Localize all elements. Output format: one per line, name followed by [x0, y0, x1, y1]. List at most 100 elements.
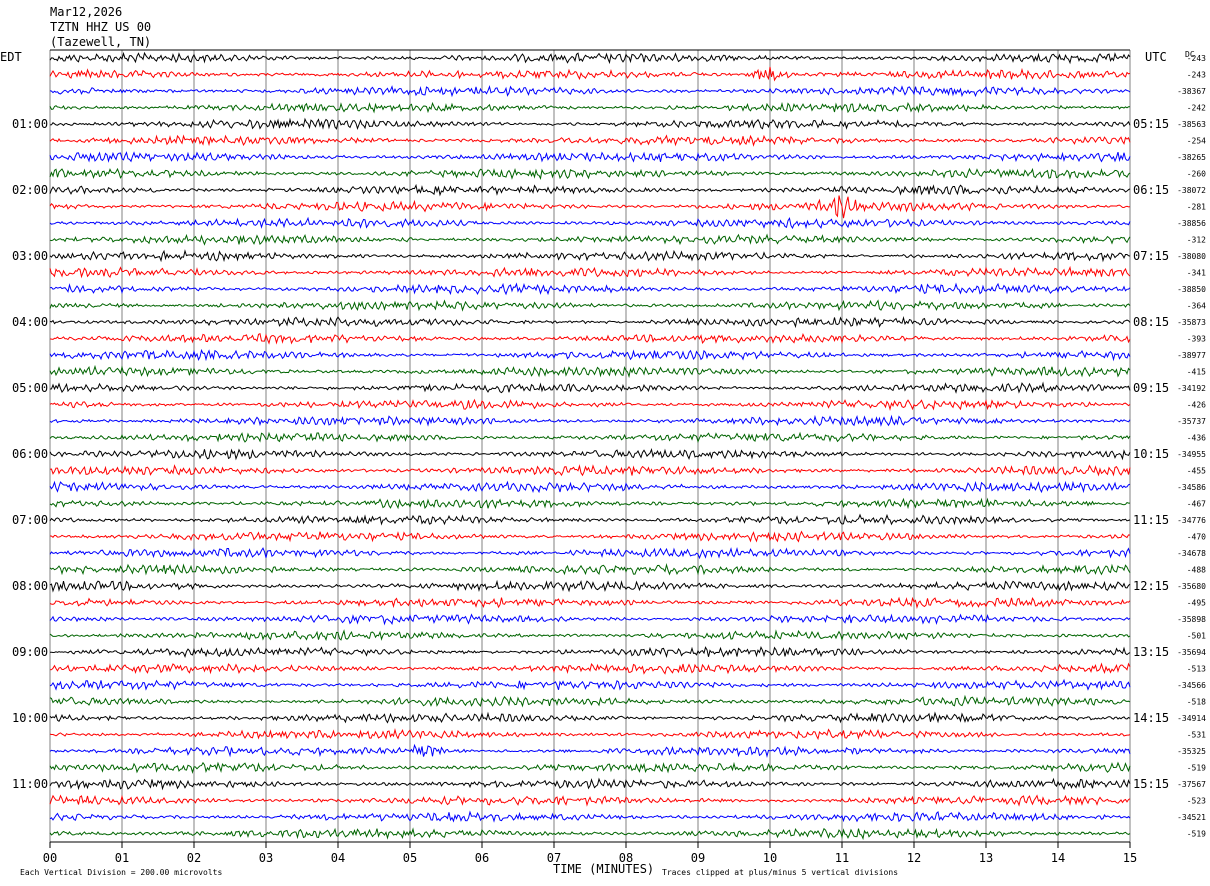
- left-timezone-label: EDT: [0, 50, 22, 64]
- trace-line-37: [49, 662, 1131, 675]
- trace-line-20: [49, 381, 1131, 394]
- x-tick-label-3: 03: [259, 851, 273, 865]
- dc-offset-label-3: -242: [1187, 104, 1206, 113]
- dc-offset-label-7: -260: [1187, 170, 1206, 179]
- trace-line-4: [49, 117, 1131, 130]
- trace-line-9: [49, 195, 1131, 219]
- dc-offset-label-24: -34955: [1177, 450, 1206, 459]
- dc-offset-label-25: -455: [1187, 467, 1206, 476]
- trace-line-21: [49, 398, 1131, 412]
- dc-offset-label-34: -35898: [1177, 615, 1206, 624]
- dc-offset-label-22: -35737: [1177, 417, 1206, 426]
- trace-line-8: [49, 183, 1131, 197]
- trace-group: [49, 51, 1131, 841]
- scale-note: Each Vertical Division = 200.00 microvol…: [20, 868, 222, 877]
- right-hour-label-4: 09:15: [1133, 381, 1169, 395]
- trace-line-10: [49, 216, 1131, 230]
- trace-line-34: [49, 613, 1131, 626]
- dc-offset-label-33: -495: [1187, 599, 1206, 608]
- x-tick-label-12: 12: [907, 851, 921, 865]
- right-hour-label-10: 15:15: [1133, 777, 1169, 791]
- dc-offset-label-19: -415: [1187, 368, 1206, 377]
- trace-line-31: [49, 563, 1131, 576]
- right-hour-label-5: 10:15: [1133, 447, 1169, 461]
- dc-offset-label-42: -35325: [1177, 747, 1206, 756]
- right-hour-label-9: 14:15: [1133, 711, 1169, 725]
- dc-offset-label-32: -35680: [1177, 582, 1206, 591]
- x-tick-label-7: 07: [547, 851, 561, 865]
- dc-offset-label-12: -38080: [1177, 252, 1206, 261]
- trace-line-12: [49, 249, 1131, 263]
- dc-offset-label-36: -35694: [1177, 648, 1206, 657]
- trace-line-39: [49, 694, 1131, 708]
- right-hour-label-8: 13:15: [1133, 645, 1169, 659]
- trace-line-46: [49, 810, 1131, 823]
- trace-line-14: [49, 282, 1131, 296]
- x-tick-label-11: 11: [835, 851, 849, 865]
- dc-offset-label-26: -34586: [1177, 483, 1206, 492]
- left-hour-label-7: 08:00: [12, 579, 48, 593]
- dc-offset-label-23: -436: [1187, 434, 1206, 443]
- x-tick-label-0: 00: [43, 851, 57, 865]
- dc-offset-label-4: -38563: [1177, 120, 1206, 129]
- dc-offset-label-28: -34776: [1177, 516, 1206, 525]
- trace-line-19: [49, 364, 1131, 379]
- station-label: TZTN HHZ US 00: [50, 20, 152, 34]
- left-hour-labels: 01:00 02:00 03:00 04:00 05:00 06:00 07:00 08:00…: [12, 117, 48, 791]
- trace-line-32: [49, 579, 1131, 593]
- right-hour-label-1: 06:15: [1133, 183, 1169, 197]
- trace-line-17: [49, 332, 1131, 345]
- right-hour-labels: 05:15 06:15 07:15 08:15 09:15 10:15 11:15 12:15…: [1133, 117, 1169, 791]
- trace-line-26: [49, 480, 1131, 494]
- dc-offset-label-14: -38850: [1177, 285, 1206, 294]
- left-hour-label-4: 05:00: [12, 381, 48, 395]
- x-tick-label-13: 13: [979, 851, 993, 865]
- right-hour-label-6: 11:15: [1133, 513, 1169, 527]
- dc-offset-label-31: -488: [1187, 566, 1206, 575]
- location-label: (Tazewell, TN): [50, 35, 152, 49]
- x-tick-label-5: 05: [403, 851, 417, 865]
- dc-offset-label-15: -364: [1187, 302, 1206, 311]
- x-tick-label-14: 14: [1051, 851, 1065, 865]
- dc-offset-label-16: -35873: [1177, 318, 1206, 327]
- dc-offset-label-10: -38856: [1177, 219, 1206, 228]
- x-tick-label-2: 02: [187, 851, 201, 865]
- dc-offset-label-1: -243: [1187, 71, 1206, 80]
- trace-line-24: [49, 447, 1131, 461]
- x-tick-label-4: 04: [331, 851, 345, 865]
- dc-offset-label-11: -312: [1187, 236, 1206, 245]
- trace-line-40: [49, 711, 1131, 724]
- trace-line-1: [49, 66, 1131, 82]
- trace-line-5: [49, 134, 1131, 147]
- trace-line-22: [49, 414, 1131, 427]
- dc-offset-label-37: -513: [1187, 665, 1206, 674]
- grid-lines: [49, 49, 1131, 843]
- dc-offset-label-13: -341: [1187, 269, 1206, 278]
- trace-line-16: [49, 315, 1131, 329]
- trace-line-47: [49, 827, 1131, 841]
- x-tick-label-8: 08: [619, 851, 633, 865]
- dc-offset-label-5: -254: [1187, 137, 1206, 146]
- left-hour-label-9: 10:00: [12, 711, 48, 725]
- dc-offset-label-38: -34566: [1177, 681, 1206, 690]
- x-tick-label-15: 15: [1123, 851, 1137, 865]
- trace-line-33: [49, 596, 1131, 609]
- dc-offset-label-0: -243: [1187, 54, 1206, 63]
- x-tick-label-9: 09: [691, 851, 705, 865]
- dc-offset-label-46: -34521: [1177, 813, 1206, 822]
- dc-offset-label-20: -34192: [1177, 384, 1206, 393]
- trace-line-0: [49, 51, 1131, 65]
- trace-line-42: [49, 743, 1131, 758]
- trace-line-7: [49, 167, 1131, 180]
- dc-offset-label-8: -38072: [1177, 186, 1206, 195]
- trace-line-11: [49, 233, 1131, 246]
- x-tick-label-6: 06: [475, 851, 489, 865]
- trace-line-23: [49, 431, 1131, 444]
- dc-offset-label-29: -470: [1187, 533, 1206, 542]
- left-hour-label-0: 01:00: [12, 117, 48, 131]
- dc-offset-label-9: -281: [1187, 203, 1206, 212]
- trace-line-13: [49, 265, 1131, 279]
- right-timezone-label: UTC: [1145, 50, 1167, 64]
- x-axis-title: TIME (MINUTES): [553, 862, 654, 876]
- dc-offset-label-44: -37567: [1177, 780, 1206, 789]
